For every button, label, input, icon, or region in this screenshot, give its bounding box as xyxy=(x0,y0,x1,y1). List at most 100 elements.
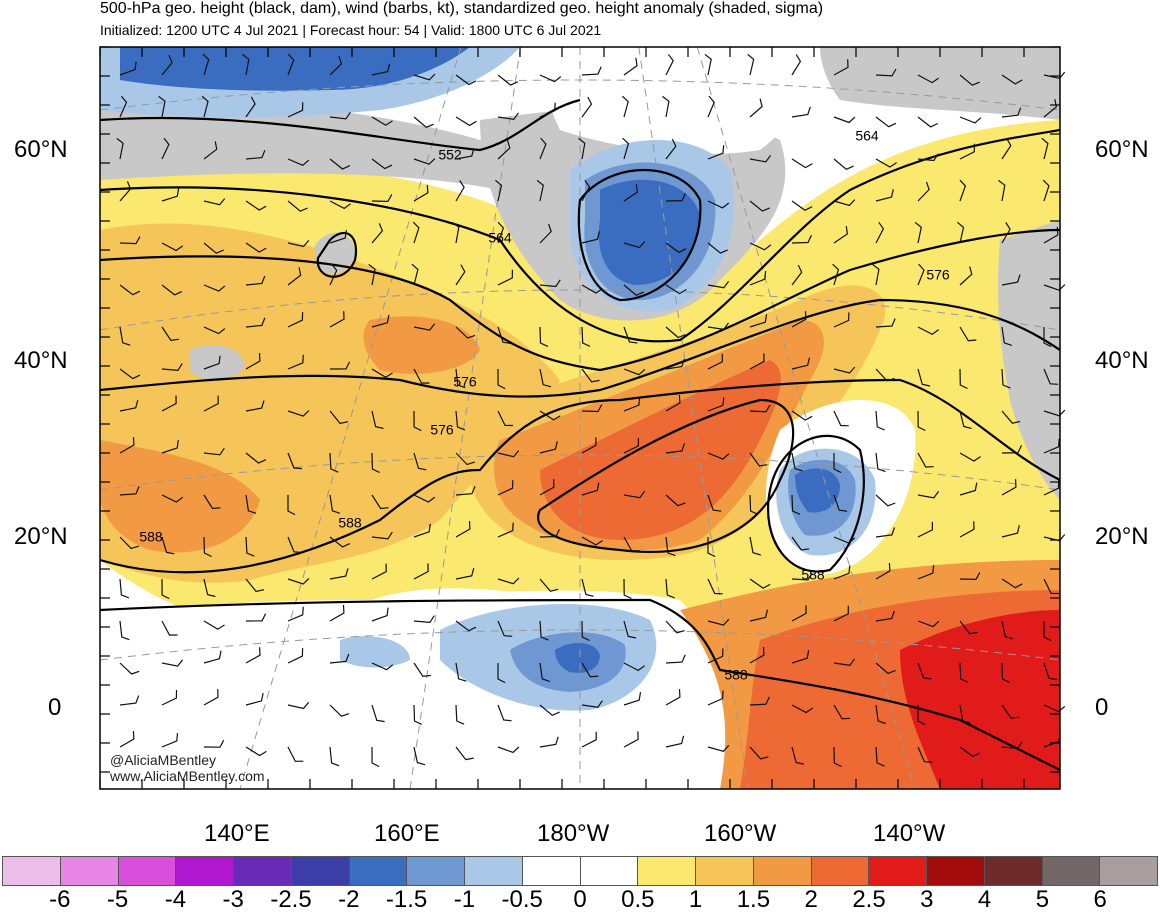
contour-line-0 xyxy=(99,98,581,152)
contour-label-8: 588 xyxy=(801,567,825,583)
wind-barb xyxy=(581,179,591,202)
wind-barb xyxy=(959,410,972,429)
wind-barb xyxy=(539,529,560,538)
wind-barb xyxy=(707,690,724,706)
contour-line-9 xyxy=(577,169,702,302)
wind-barb xyxy=(791,452,803,472)
wind-barb xyxy=(287,102,304,118)
colorbar-label-0: -6 xyxy=(49,886,71,913)
wind-barb xyxy=(749,578,771,589)
wind-barb xyxy=(791,106,811,118)
wind-barb xyxy=(329,494,341,514)
wind-barb xyxy=(665,326,686,339)
wind-barb xyxy=(791,572,813,581)
wind-barb xyxy=(749,452,768,467)
wind-barb xyxy=(833,536,856,544)
wind-barb xyxy=(791,311,807,328)
wind-barb xyxy=(1001,662,1010,683)
wind-barb xyxy=(832,263,840,286)
colorbar-swatch-0 xyxy=(3,857,61,885)
wind-barb xyxy=(119,620,130,641)
wind-barb xyxy=(203,689,219,706)
wind-barb xyxy=(833,366,856,374)
colorbar-swatch-2 xyxy=(118,857,177,885)
wind-barb xyxy=(1001,578,1023,589)
wind-barb xyxy=(497,326,511,345)
wind-barb xyxy=(959,521,975,538)
contour-label-0: 552 xyxy=(438,147,462,163)
wind-barb xyxy=(161,620,178,636)
wind-barb xyxy=(623,437,639,454)
wind-barb xyxy=(791,357,811,370)
wind-barb xyxy=(203,620,225,630)
wind-barb xyxy=(371,116,393,126)
wind-barb xyxy=(497,74,519,86)
wind-barb xyxy=(119,284,141,296)
wind-barb xyxy=(707,452,730,460)
wind-barb xyxy=(875,221,885,244)
wind-barb xyxy=(242,53,250,76)
colorbar-label-16: 4 xyxy=(977,886,992,913)
parallel-line-0 xyxy=(99,79,1061,111)
contour-line-7 xyxy=(99,598,1061,771)
wind-barb xyxy=(749,353,765,370)
wind-barb xyxy=(875,662,896,675)
wind-barb xyxy=(1043,620,1052,642)
wind-barb xyxy=(665,53,674,76)
wind-barb xyxy=(329,200,352,210)
wind-barb xyxy=(245,200,267,211)
wind-barb xyxy=(791,410,813,421)
wind-barb xyxy=(455,148,475,160)
wind-barb xyxy=(329,410,349,425)
wind-barb xyxy=(623,397,641,412)
colorbar-swatch-17 xyxy=(984,857,1043,885)
wind-barb xyxy=(707,618,730,626)
wind-barb xyxy=(1043,662,1057,681)
colorbar-swatch-11 xyxy=(638,857,696,885)
lat-label-40n-left: 40°N xyxy=(14,347,68,374)
colorbar-label-14: 2.5 xyxy=(852,886,886,913)
axis-ticks xyxy=(99,46,1060,789)
contour-line-5 xyxy=(537,398,795,554)
wind-barb xyxy=(959,179,967,202)
wind-barb xyxy=(581,662,599,678)
wind-barb xyxy=(1043,327,1052,348)
wind-barb xyxy=(413,494,436,503)
colorbar-label-11: 1 xyxy=(688,886,703,913)
lon-label-180w: 180°W xyxy=(537,820,610,847)
wind-barb xyxy=(749,271,767,286)
wind-barb xyxy=(833,565,851,580)
wind-barb xyxy=(875,318,896,328)
wind-barb xyxy=(749,647,765,664)
wind-barb xyxy=(833,158,854,170)
wind-barb xyxy=(749,155,772,163)
wind-barb xyxy=(707,322,729,331)
wind-barb xyxy=(875,746,885,767)
shade-pos-1-5-left xyxy=(100,440,260,553)
wind-barb xyxy=(833,410,849,427)
wind-barb xyxy=(959,143,975,160)
wind-barb xyxy=(1043,480,1060,496)
wind-barb xyxy=(539,279,561,288)
wind-barb xyxy=(287,240,310,248)
wind-barb xyxy=(581,620,590,642)
wind-barb xyxy=(497,410,514,427)
wind-barb xyxy=(665,394,681,412)
wind-barb xyxy=(917,74,939,84)
colorbar-label-4: -2.5 xyxy=(270,886,312,913)
wind-barb xyxy=(119,695,140,706)
wind-barb xyxy=(1001,741,1023,749)
wind-barb xyxy=(287,495,296,516)
wind-barb xyxy=(329,263,338,286)
wind-barb xyxy=(704,53,712,76)
wind-barb xyxy=(623,536,640,552)
wind-barb xyxy=(161,137,170,160)
wind-barb xyxy=(539,620,549,641)
wind-barb xyxy=(203,494,221,510)
wind-barb xyxy=(959,662,969,683)
wind-barb xyxy=(455,180,465,202)
wind-barb xyxy=(539,102,556,118)
wind-barb xyxy=(917,491,940,499)
wind-barb xyxy=(1001,138,1012,160)
wind-barb xyxy=(455,410,466,431)
